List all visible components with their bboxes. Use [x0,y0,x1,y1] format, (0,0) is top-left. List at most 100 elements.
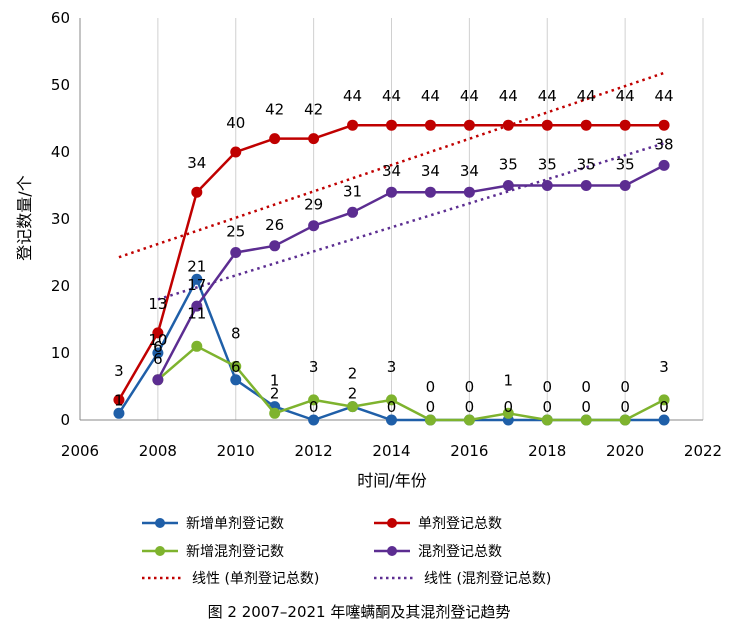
legend-marker-1 [387,518,397,528]
legend-label: 新增混剂登记数 [186,544,284,560]
series-point-3 [386,186,397,198]
y-axis-title: 登记数量/个 [15,175,34,260]
y-tick-label: 40 [51,143,70,161]
data-label: 42 [304,101,323,119]
series-point-1 [619,119,631,131]
x-axis-title: 时间/年份 [357,471,426,490]
data-label: 3 [114,362,124,380]
series-point-0 [113,407,125,419]
x-tick-label: 2012 [295,442,333,460]
series-point-1 [230,146,242,158]
data-label: 35 [616,156,635,174]
data-label: 44 [421,87,440,105]
data-label: 2 [270,385,280,403]
data-label: 44 [460,87,479,105]
data-label: 0 [426,378,436,396]
series-point-2 [308,394,320,406]
series-point-0 [230,374,242,386]
data-label: 44 [655,87,674,105]
data-label: 34 [460,162,479,180]
series-point-3 [269,240,281,252]
data-label: 6 [153,350,163,368]
data-label: 44 [616,87,635,105]
data-label: 3 [387,358,397,376]
data-label: 17 [187,276,206,294]
legend-label: 混剂登记总数 [418,544,502,560]
data-label: 34 [382,162,401,180]
series-point-3 [230,247,242,258]
data-label: 26 [265,216,284,234]
series-point-1 [269,133,281,145]
legend-label: 线性 (单剂登记总数) [192,571,319,587]
series-point-2 [541,414,553,426]
series-point-0 [308,414,320,426]
series-point-1 [463,119,475,131]
series-point-1 [308,133,320,145]
data-label: 42 [265,101,284,119]
y-tick-label: 10 [51,344,70,362]
series-point-3 [152,374,164,386]
data-label: 0 [581,378,591,396]
x-tick-label: 2006 [61,442,99,460]
series-point-2 [580,414,592,426]
data-label: 2 [348,365,358,383]
data-label: 35 [499,156,518,174]
data-label: 0 [542,398,552,416]
data-label: 29 [304,196,323,214]
series-point-1 [152,327,164,339]
series-point-3 [463,186,475,198]
data-label: 6 [231,358,241,376]
series-point-1 [658,119,670,131]
data-label: 44 [343,87,362,105]
data-label: 3 [659,358,669,376]
series-point-2 [502,407,514,419]
series-point-3 [424,186,436,198]
data-label: 44 [499,87,518,105]
data-label: 34 [187,154,206,172]
legend-label: 新增单剂登记数 [186,516,284,532]
data-label: 0 [542,378,552,396]
series-point-1 [424,119,436,131]
legend-label: 单剂登记总数 [418,516,502,532]
x-tick-label: 2008 [139,442,177,460]
series-point-1 [386,119,397,131]
data-series [113,119,670,426]
data-label: 0 [620,378,630,396]
series-point-3 [580,180,592,191]
figure-caption: 图 2 2007–2021 年噻螨酮及其混剂登记趋势 [208,603,511,621]
data-label: 44 [538,87,557,105]
legend-marker-3 [387,546,397,556]
series-point-1 [580,119,592,131]
series-point-3 [658,159,670,171]
data-label: 44 [577,87,596,105]
y-tick-label: 0 [60,411,70,429]
data-label: 10 [148,331,167,349]
x-tick-label: 2010 [217,442,255,460]
x-tick-label: 2014 [372,442,410,460]
series-point-1 [113,394,125,406]
data-label: 0 [620,398,630,416]
x-tick-label: 2018 [528,442,566,460]
data-label: 31 [343,182,362,200]
data-label: 6 [153,338,163,356]
series-point-2 [230,360,242,372]
data-label: 8 [231,324,241,342]
x-tick-label: 2016 [450,442,488,460]
series-point-1 [502,119,514,131]
data-label: 40 [226,114,245,132]
series-point-3 [191,300,203,312]
data-label: 35 [538,156,557,174]
data-label: 21 [187,257,206,275]
series-point-1 [541,119,553,131]
series-point-1 [191,186,203,198]
legend-label: 线性 (混剂登记总数) [424,571,551,587]
data-label: 0 [659,398,669,416]
y-tick-label: 50 [51,76,70,94]
series-point-2 [619,414,631,426]
data-label: 0 [581,398,591,416]
series-point-3 [347,206,359,218]
